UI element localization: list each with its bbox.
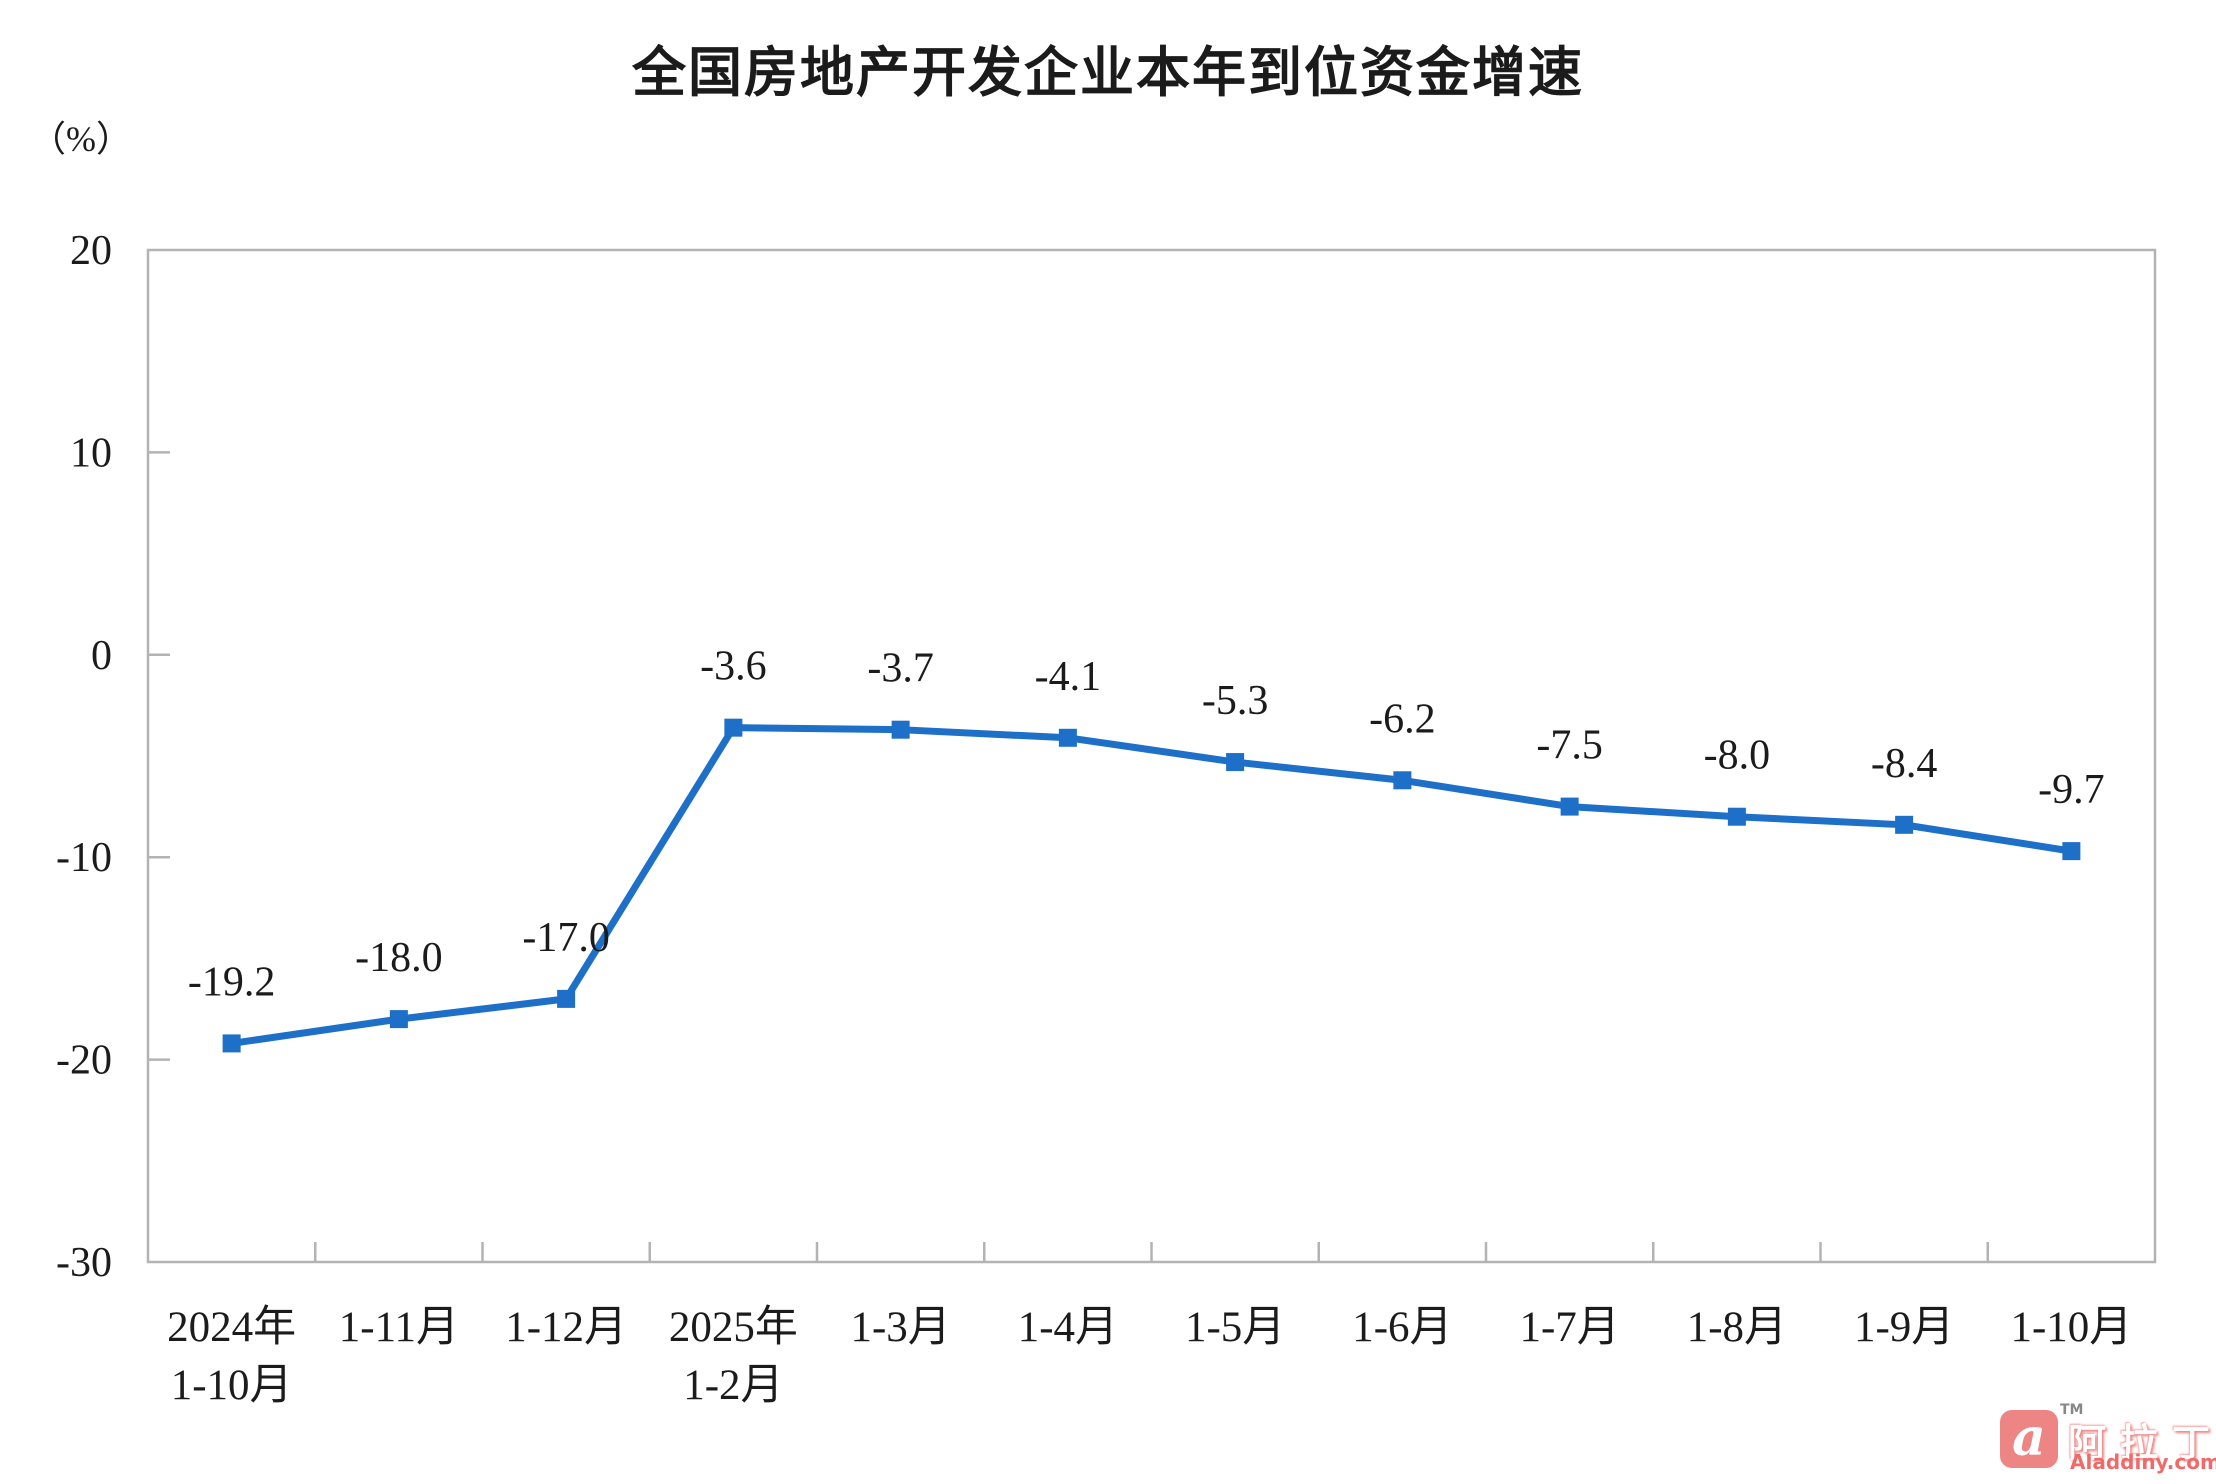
y-axis-tick-label: 0 xyxy=(91,633,112,679)
data-point-value-label: -17.0 xyxy=(522,915,610,961)
watermark-site-text: Aladdiny.com xyxy=(2070,1450,2216,1474)
y-axis-tick-label: 20 xyxy=(70,228,112,274)
data-point-value-label: -4.1 xyxy=(1035,654,1102,700)
watermark: a TM 阿拉丁 Aladdiny.com xyxy=(2000,1402,2216,1474)
x-axis-category-label: 1-5月 xyxy=(1185,1304,1285,1351)
x-axis-category-label: 1-4月 xyxy=(1018,1304,1118,1351)
data-point-value-label: -18.0 xyxy=(355,935,443,981)
x-axis-category-label: 2025年 xyxy=(669,1304,798,1351)
data-point-marker xyxy=(1058,728,1077,747)
data-point-marker xyxy=(1727,807,1746,826)
data-point-value-label: -6.2 xyxy=(1369,696,1436,742)
plot-frame xyxy=(146,248,2157,1264)
watermark-brand-text: 阿拉丁 xyxy=(2068,1423,2216,1465)
y-axis-unit-label: （%） xyxy=(30,119,132,159)
data-point-marker xyxy=(222,1034,241,1053)
data-line xyxy=(228,724,2075,1047)
x-axis-category-label: 1-8月 xyxy=(1687,1304,1787,1351)
y-axis-tick-label: 10 xyxy=(70,430,112,476)
data-point-marker xyxy=(724,718,743,737)
data-point-marker xyxy=(891,720,910,739)
data-point-value-label: -3.7 xyxy=(867,646,934,692)
data-point-marker xyxy=(1560,797,1579,816)
x-axis-category-label: 2024年 xyxy=(167,1304,296,1351)
data-point-value-label: -8.0 xyxy=(1704,733,1771,779)
x-axis-category-label: 1-10月 xyxy=(171,1362,293,1409)
x-axis-category-label: 1-6月 xyxy=(1352,1304,1452,1351)
data-point-value-label: -8.4 xyxy=(1871,741,1938,787)
x-axis-category-label: 1-7月 xyxy=(1519,1304,1619,1351)
data-point-value-label: -5.3 xyxy=(1202,678,1269,724)
data-point-value-label: -3.6 xyxy=(700,644,767,690)
data-point-value-label: -9.7 xyxy=(2038,767,2105,813)
data-point-marker xyxy=(1393,771,1412,790)
watermark-logo-icon: a xyxy=(2000,1410,2058,1468)
data-point-marker xyxy=(557,989,576,1008)
x-axis-category-label: 1-11月 xyxy=(339,1304,459,1351)
watermark-tm-label: TM xyxy=(2060,1402,2084,1418)
data-point-marker xyxy=(1226,753,1245,772)
chart-title: 全国房地产开发企业本年到位资金增速 xyxy=(632,41,1584,104)
x-axis-category-label: 1-3月 xyxy=(850,1304,950,1351)
data-point-marker xyxy=(2062,842,2081,861)
data-point-value-label: -7.5 xyxy=(1536,723,1603,769)
x-axis-category-label: 1-9月 xyxy=(1854,1304,1954,1351)
data-point-marker xyxy=(389,1010,408,1029)
y-axis-tick-label: -20 xyxy=(56,1038,112,1084)
x-axis-category-label: 1-12月 xyxy=(505,1304,627,1351)
x-axis-category-label: 1-2月 xyxy=(683,1362,783,1409)
data-point-value-label: -19.2 xyxy=(188,959,276,1005)
x-axis-category-label: 1-10月 xyxy=(2010,1304,2132,1351)
data-point-marker xyxy=(1895,815,1914,834)
y-axis-tick-label: -10 xyxy=(56,835,112,881)
y-axis-tick-label: -30 xyxy=(56,1240,112,1286)
